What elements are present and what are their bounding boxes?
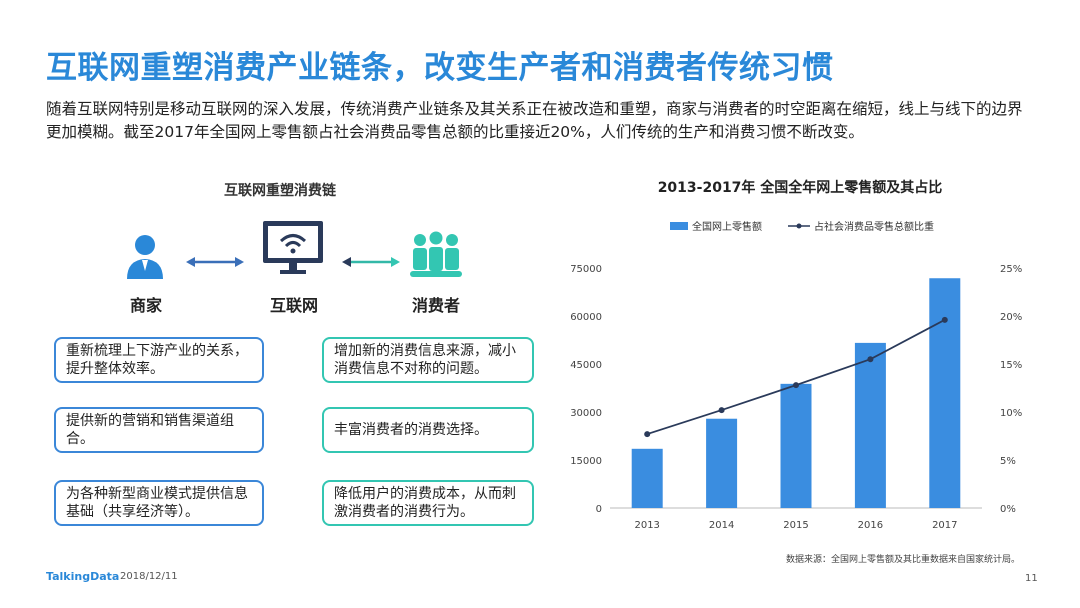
ratio-point xyxy=(941,316,948,323)
chart-plot-area: 0 15000 30000 45000 60000 75000 0% 5% 10% 15% 20% 2… xyxy=(570,264,1022,531)
page-number: 11 xyxy=(1025,573,1038,584)
diagram-title: 互联网重塑消费链 xyxy=(224,183,336,199)
chart-bar xyxy=(854,342,886,508)
chart-bar xyxy=(929,278,961,508)
x-tick-label: 2014 xyxy=(709,520,734,531)
x-tick-label: 2017 xyxy=(932,520,957,531)
consumer-group-icon xyxy=(410,231,462,277)
merchant-internet-arrow xyxy=(186,257,244,267)
ratio-point xyxy=(793,382,799,389)
y-left-tick-label: 15000 xyxy=(570,456,602,467)
consumer-box-1-text: 增加新的消费信息来源，减小消费信息不对称的问题。 xyxy=(334,343,516,377)
brand-logo: TalkingData xyxy=(46,570,120,583)
merchant-box-1: 重新梳理上下游产业的关系，提升整体效率。 xyxy=(54,337,264,383)
consumer-box-1: 增加新的消费信息来源，减小消费信息不对称的问题。 xyxy=(322,337,534,383)
merchant-box-3-text: 为各种新型商业模式提供信息基础（共享经济等）。 xyxy=(66,486,248,520)
wifi-monitor-icon xyxy=(263,221,323,274)
footer-date: 2018/12/11 xyxy=(120,571,178,582)
online-retail-chart: 2013-2017年 全国全年网上零售额及其占比 全国网上零售额 占社会消费品零… xyxy=(570,179,1022,531)
chart-title: 2013-2017年 全国全年网上零售额及其占比 xyxy=(658,179,943,196)
internet-consumer-arrow xyxy=(342,257,400,267)
chart-bar xyxy=(706,418,738,508)
y-left-tick-label: 60000 xyxy=(570,312,602,323)
y-right-tick-label: 20% xyxy=(1000,312,1022,323)
merchant-label: 商家 xyxy=(129,296,162,315)
y-right-tick-label: 25% xyxy=(1000,264,1022,275)
consumer-box-3: 降低用户的消费成本，从而刺激消费者的消费行为。 xyxy=(322,480,534,526)
data-source-note: 数据来源：全国网上零售额及其比重数据来自国家统计局。 xyxy=(786,555,1021,565)
x-tick-label: 2016 xyxy=(858,520,883,531)
consumer-label: 消费者 xyxy=(411,296,460,315)
legend-line-label: 占社会消费品零售总额比重 xyxy=(814,220,934,233)
y-left-tick-label: 45000 xyxy=(570,360,602,371)
y-right-tick-label: 10% xyxy=(1000,408,1022,419)
consumer-box-3-text: 降低用户的消费成本，从而刺激消费者的消费行为。 xyxy=(334,486,516,520)
merchant-person-icon xyxy=(127,235,163,279)
legend-bar-swatch xyxy=(670,222,688,230)
merchant-box-2-text: 提供新的营销和销售渠道组合。 xyxy=(66,413,234,447)
y-left-tick-label: 0 xyxy=(596,504,602,515)
chart-legend: 全国网上零售额 占社会消费品零售总额比重 xyxy=(670,220,934,233)
y-left-tick-label: 75000 xyxy=(570,264,602,275)
x-tick-label: 2015 xyxy=(783,520,808,531)
y-right-tick-label: 5% xyxy=(1000,456,1016,467)
chart-bar xyxy=(780,383,812,508)
merchant-box-3: 为各种新型商业模式提供信息基础（共享经济等）。 xyxy=(54,480,264,526)
intro-paragraph: 随着互联网特别是移动互联网的深入发展，传统消费产业链条及其关系正在被改造和重塑，… xyxy=(46,100,1023,141)
slide-title: 互联网重塑消费产业链条，改变生产者和消费者传统习惯 xyxy=(46,50,834,86)
consumer-box-2-text: 丰富消费者的消费选择。 xyxy=(334,422,488,438)
consumer-box-2: 丰富消费者的消费选择。 xyxy=(322,407,534,453)
y-right-tick-label: 15% xyxy=(1000,360,1022,371)
ratio-point xyxy=(718,407,725,414)
merchant-box-1-text: 重新梳理上下游产业的关系，提升整体效率。 xyxy=(66,343,248,377)
x-tick-label: 2013 xyxy=(634,520,659,531)
legend-bar-label: 全国网上零售额 xyxy=(692,220,762,233)
y-left-tick-label: 30000 xyxy=(570,408,602,419)
ratio-point xyxy=(867,356,874,363)
y-right-tick-label: 0% xyxy=(1000,504,1016,515)
chart-bar xyxy=(631,448,663,508)
legend-line-dot xyxy=(796,223,802,229)
merchant-box-2: 提供新的营销和销售渠道组合。 xyxy=(54,407,264,453)
ratio-point xyxy=(644,431,651,438)
internet-label: 互联网 xyxy=(269,296,318,315)
